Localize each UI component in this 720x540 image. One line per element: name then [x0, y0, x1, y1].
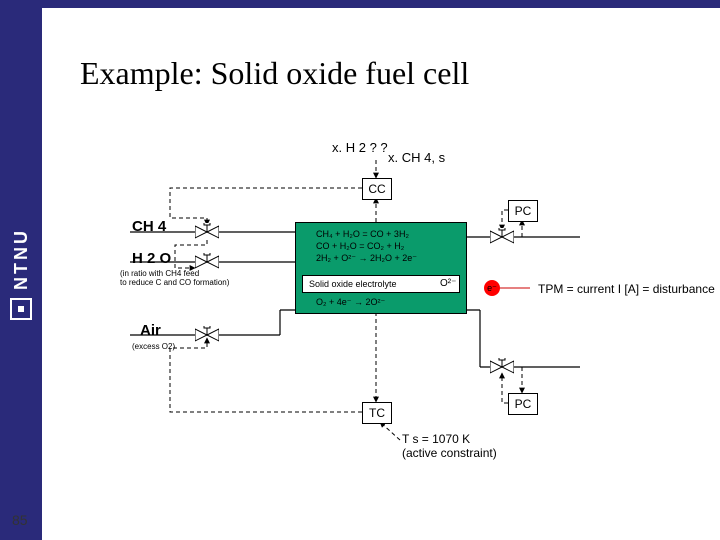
- controller-PC-bottom: PC: [508, 393, 538, 415]
- slide-title: Example: Solid oxide fuel cell: [80, 55, 469, 92]
- reactor-block: CH₄ + H₂O = CO + 3H₂ CO + H₂O = CO₂ + H₂…: [295, 222, 467, 314]
- valve-pc-bottom: [490, 358, 514, 376]
- reaction-1: CH₄ + H₂O = CO + 3H₂: [316, 229, 409, 239]
- diagram-stage: x. H 2 ? ? x. CH 4, s CC PC TC PC CH₄ + …: [60, 110, 700, 510]
- label-Air: Air: [140, 322, 161, 339]
- valve-air: [195, 326, 219, 344]
- controller-CC: CC: [362, 178, 392, 200]
- label-H2O: H 2 O: [132, 250, 171, 267]
- top-stripe: [0, 0, 720, 8]
- slide-number: 85: [12, 512, 28, 528]
- label-Ts: T s = 1070 K (active constraint): [402, 432, 497, 461]
- electron-node-icon: e⁻: [484, 280, 500, 296]
- label-xCH4s: x. CH 4, s: [388, 150, 445, 165]
- valve-h2o: [195, 253, 219, 271]
- label-Air-note: (excess O2): [132, 342, 175, 351]
- valve-pc-top: [490, 228, 514, 246]
- controller-PC-top: PC: [508, 200, 538, 222]
- reaction-4: O₂ + 4e⁻ → 2O²⁻: [316, 297, 385, 308]
- brand-text: NTNU: [11, 228, 32, 290]
- label-xH2: x. H 2 ? ?: [332, 140, 388, 155]
- brand-sidebar: NTNU: [0, 8, 42, 540]
- label-H2O-note: (in ratio with CH4 feed to reduce C and …: [120, 270, 229, 288]
- reaction-2: CO + H₂O = CO₂ + H₂: [316, 241, 404, 251]
- brand-logo-icon: [10, 298, 32, 320]
- reaction-3: 2H₂ + O²⁻ → 2H₂O + 2e⁻: [316, 253, 417, 264]
- controller-TC: TC: [362, 402, 392, 424]
- label-O2-ion: O²⁻: [440, 278, 456, 289]
- label-CH4: CH 4: [132, 218, 166, 235]
- label-TPM: TPM = current I [A] = disturbance: [538, 282, 715, 296]
- electrolyte-bar: Solid oxide electrolyte: [302, 275, 460, 293]
- valve-ch4: [195, 223, 219, 241]
